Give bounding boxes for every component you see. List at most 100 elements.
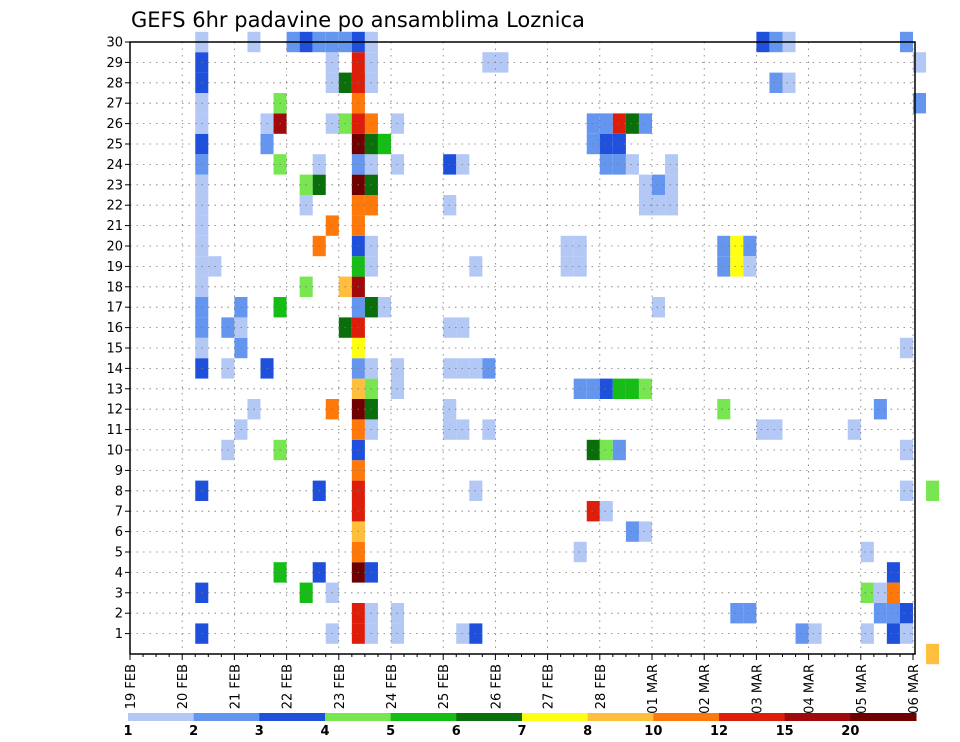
x-tick-label: 23 FEB — [333, 664, 348, 709]
heatmap-cell — [730, 235, 744, 257]
legend-label: 8 — [583, 724, 592, 739]
x-tick-label: 20 FEB — [176, 664, 191, 709]
heatmap-cell — [638, 195, 652, 216]
legend-label: 3 — [255, 724, 264, 739]
y-tick-label: 14 — [106, 362, 123, 377]
heatmap-cell — [913, 52, 927, 73]
legend-swatch — [784, 713, 851, 721]
heatmap-cell — [665, 195, 679, 216]
heatmap-cell — [612, 378, 626, 399]
heatmap-cell — [573, 541, 587, 563]
heatmap-cell — [873, 603, 887, 624]
heatmap-cell — [886, 623, 900, 644]
heatmap-cell — [652, 174, 666, 195]
heatmap-cell — [573, 256, 587, 277]
x-tick-label: 22 FEB — [281, 664, 296, 709]
heatmap-cell — [730, 256, 744, 277]
heatmap-cell — [886, 562, 900, 583]
heatmap-cell — [926, 480, 940, 501]
heatmap-cell — [599, 378, 613, 399]
y-tick-label: 10 — [106, 444, 123, 459]
heatmap-cell — [638, 113, 652, 134]
heatmap-cell — [899, 623, 913, 644]
legend-swatch — [390, 713, 457, 721]
color-legend: 1 2 3 4 5 6 7 8 10 12 15 20 — [123, 713, 917, 739]
y-axis: 1234567891011121314151617181920212223242… — [106, 36, 130, 642]
heatmap-cell — [769, 419, 783, 440]
heatmap-cell — [769, 72, 783, 93]
legend-swatch — [128, 713, 195, 721]
legend-swatch — [522, 713, 589, 721]
heatmap-cell — [599, 501, 613, 522]
legend-swatch — [850, 713, 917, 721]
heatmap-cell — [743, 256, 757, 277]
legend-label: 1 — [123, 724, 132, 739]
y-tick-label: 16 — [106, 321, 123, 336]
legend-label: 20 — [841, 724, 859, 739]
heatmap-cell — [652, 297, 666, 318]
heatmap-cell — [899, 603, 913, 624]
y-tick-label: 22 — [106, 199, 123, 214]
y-tick-label: 24 — [106, 158, 123, 173]
y-tick-label: 15 — [106, 342, 123, 357]
x-tick-label: 26 FEB — [489, 664, 504, 709]
heatmap-cell — [886, 603, 900, 624]
x-tick-label: 02 MAR — [698, 664, 713, 714]
heatmap-cell — [560, 235, 574, 257]
x-tick-label: 24 FEB — [385, 664, 400, 709]
y-tick-label: 5 — [115, 546, 123, 561]
heatmap-cell — [873, 582, 887, 603]
heatmap-cell — [860, 582, 874, 603]
heatmap-cell — [717, 235, 731, 257]
y-tick-label: 20 — [106, 240, 123, 255]
legend-label: 6 — [452, 724, 461, 739]
heatmap-cell — [782, 72, 796, 93]
legend-label: 5 — [386, 724, 395, 739]
y-tick-label: 19 — [106, 260, 123, 275]
heatmap-cell — [586, 133, 600, 155]
heatmap-cell — [743, 235, 757, 257]
legend-label: 10 — [644, 724, 662, 739]
x-tick-label: 03 MAR — [750, 664, 765, 714]
heatmap-cell — [573, 235, 587, 257]
heatmap-cell — [625, 521, 639, 542]
y-tick-label: 28 — [106, 76, 123, 91]
heatmap-cell — [573, 378, 587, 399]
y-tick-label: 30 — [106, 36, 123, 51]
x-tick-label: 04 MAR — [803, 664, 818, 714]
x-tick-label: 06 MAR — [907, 664, 922, 714]
heatmap-cell — [665, 154, 679, 175]
x-tick-label: 25 FEB — [437, 664, 452, 709]
legend-swatch — [587, 713, 654, 721]
heatmap-cell — [625, 378, 639, 399]
y-tick-label: 6 — [115, 525, 123, 540]
heatmap-cell — [586, 113, 600, 134]
heatmap-cell — [586, 378, 600, 399]
legend-swatch — [193, 713, 260, 721]
y-tick-label: 27 — [106, 97, 123, 112]
x-axis: 19 FEB 20 FEB 21 FEB 22 FEB 23 FEB 24 FEB 25 F… — [124, 654, 922, 714]
heatmap-cell — [625, 154, 639, 175]
chart-title: GEFS 6hr padavine po ansamblima Loznica — [131, 8, 585, 32]
y-tick-label: 8 — [115, 484, 123, 499]
grid-lines — [130, 41, 915, 654]
heatmap-cell — [560, 256, 574, 277]
heatmap-cell — [913, 93, 927, 114]
y-tick-label: 23 — [106, 178, 123, 193]
y-tick-label: 21 — [106, 219, 123, 234]
heatmap-cell — [899, 439, 913, 461]
legend-swatch — [653, 713, 720, 721]
heatmap-cell — [795, 623, 809, 644]
legend-label: 2 — [189, 724, 198, 739]
heatmap-cell — [612, 439, 626, 461]
heatmap-cell — [899, 480, 913, 501]
heatmap-cell — [717, 399, 731, 420]
x-tick-label: 19 FEB — [124, 664, 139, 709]
y-tick-label: 3 — [115, 586, 123, 601]
heatmap-cell — [873, 399, 887, 420]
y-tick-label: 25 — [106, 138, 123, 153]
heatmap-cell — [599, 439, 613, 461]
heatmap-cell — [860, 541, 874, 563]
heatmap-cells — [195, 31, 940, 665]
